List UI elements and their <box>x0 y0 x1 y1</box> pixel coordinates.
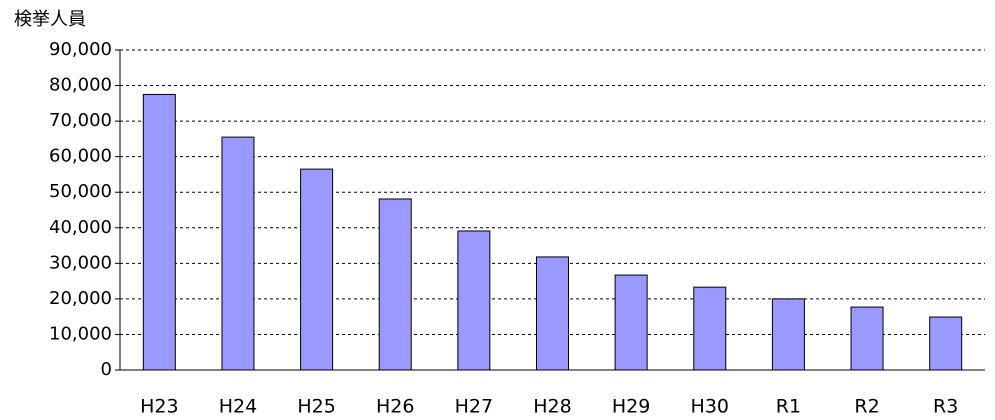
y-tick-label: 50,000 <box>49 181 112 202</box>
x-tick-label: H30 <box>691 396 729 418</box>
x-tick-label: H28 <box>533 396 571 418</box>
x-tick-label: H24 <box>219 396 257 418</box>
y-tick-label: 60,000 <box>49 146 112 167</box>
bar <box>221 136 255 371</box>
bar <box>693 286 727 371</box>
y-tick-label: 30,000 <box>49 252 112 273</box>
bar <box>536 256 569 371</box>
y-tick-label: 80,000 <box>49 75 112 96</box>
bar <box>929 316 963 371</box>
bar <box>614 274 648 371</box>
x-tick-label: R1 <box>776 396 801 418</box>
y-tick-label: 70,000 <box>49 110 112 131</box>
x-tick-label: H27 <box>455 396 493 418</box>
bar <box>142 93 176 371</box>
y-tick-label: 10,000 <box>49 323 112 344</box>
x-tick-label: R3 <box>933 396 958 418</box>
bar <box>771 298 805 371</box>
bar <box>457 230 491 371</box>
bar <box>850 306 884 371</box>
x-tick-label: H23 <box>140 396 178 418</box>
bar <box>378 198 412 371</box>
x-tick-label: H26 <box>376 396 414 418</box>
y-tick-label: 20,000 <box>49 288 112 309</box>
y-axis-label: 検挙人員 <box>14 9 86 30</box>
bar <box>300 168 334 371</box>
x-tick-label: R2 <box>854 396 879 418</box>
x-tick-label: H29 <box>612 396 650 418</box>
x-tick-label: H25 <box>297 396 335 418</box>
y-tick-label: 0 <box>101 359 112 380</box>
y-tick-label: 40,000 <box>49 217 112 238</box>
y-tick-label: 90,000 <box>49 39 112 60</box>
